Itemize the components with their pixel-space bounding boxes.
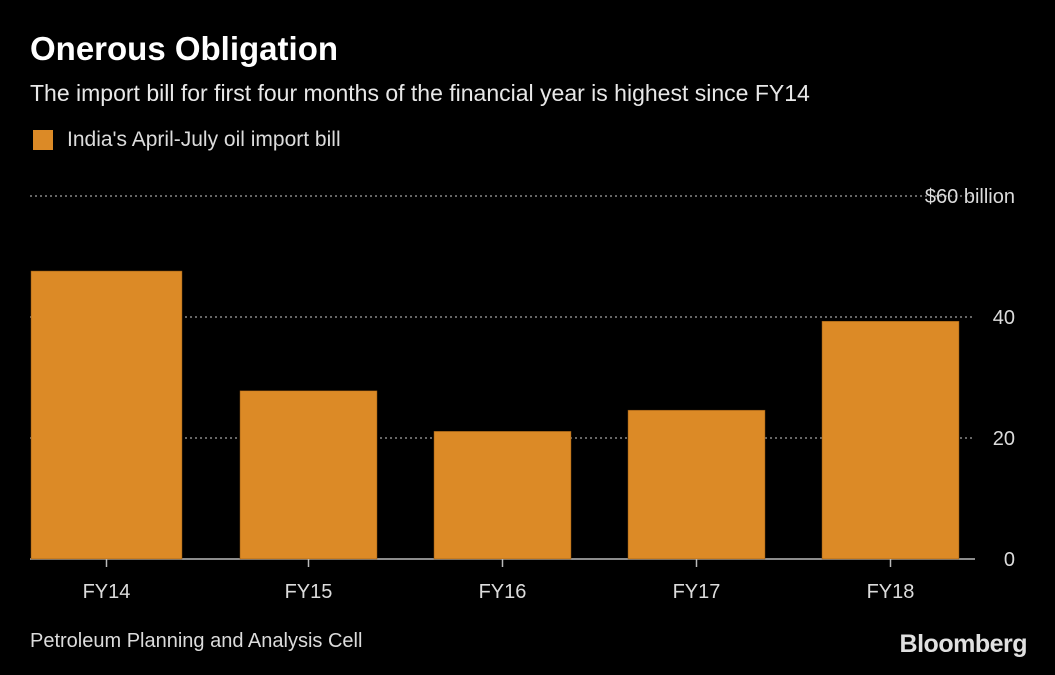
x-tick-label: FY17 — [673, 581, 721, 603]
bar — [821, 320, 960, 560]
bloomberg-logo: Bloomberg — [899, 630, 1028, 658]
bar — [30, 270, 183, 560]
chart-subtitle: The import bill for first four months of… — [30, 80, 810, 106]
legend: India's April-July oil import bill — [33, 128, 341, 152]
source-note: Petroleum Planning and Analysis Cell — [30, 630, 363, 652]
x-tick-label: FY15 — [285, 581, 333, 603]
y-tick-label: 0 — [1004, 549, 1015, 571]
y-tick-label: $60 billion — [925, 186, 1015, 208]
y-tick-label: 20 — [993, 428, 1015, 450]
y-tick-label: 40 — [993, 307, 1015, 329]
x-tick-label: FY16 — [479, 581, 527, 603]
x-tick-label: FY14 — [83, 581, 131, 603]
chart-title: Onerous Obligation — [30, 30, 339, 67]
x-tick-label: FY18 — [867, 581, 915, 603]
bar — [433, 431, 572, 560]
bar — [627, 409, 766, 560]
legend-swatch — [33, 130, 53, 150]
bar — [239, 390, 378, 560]
legend-label: India's April-July oil import bill — [67, 128, 341, 151]
